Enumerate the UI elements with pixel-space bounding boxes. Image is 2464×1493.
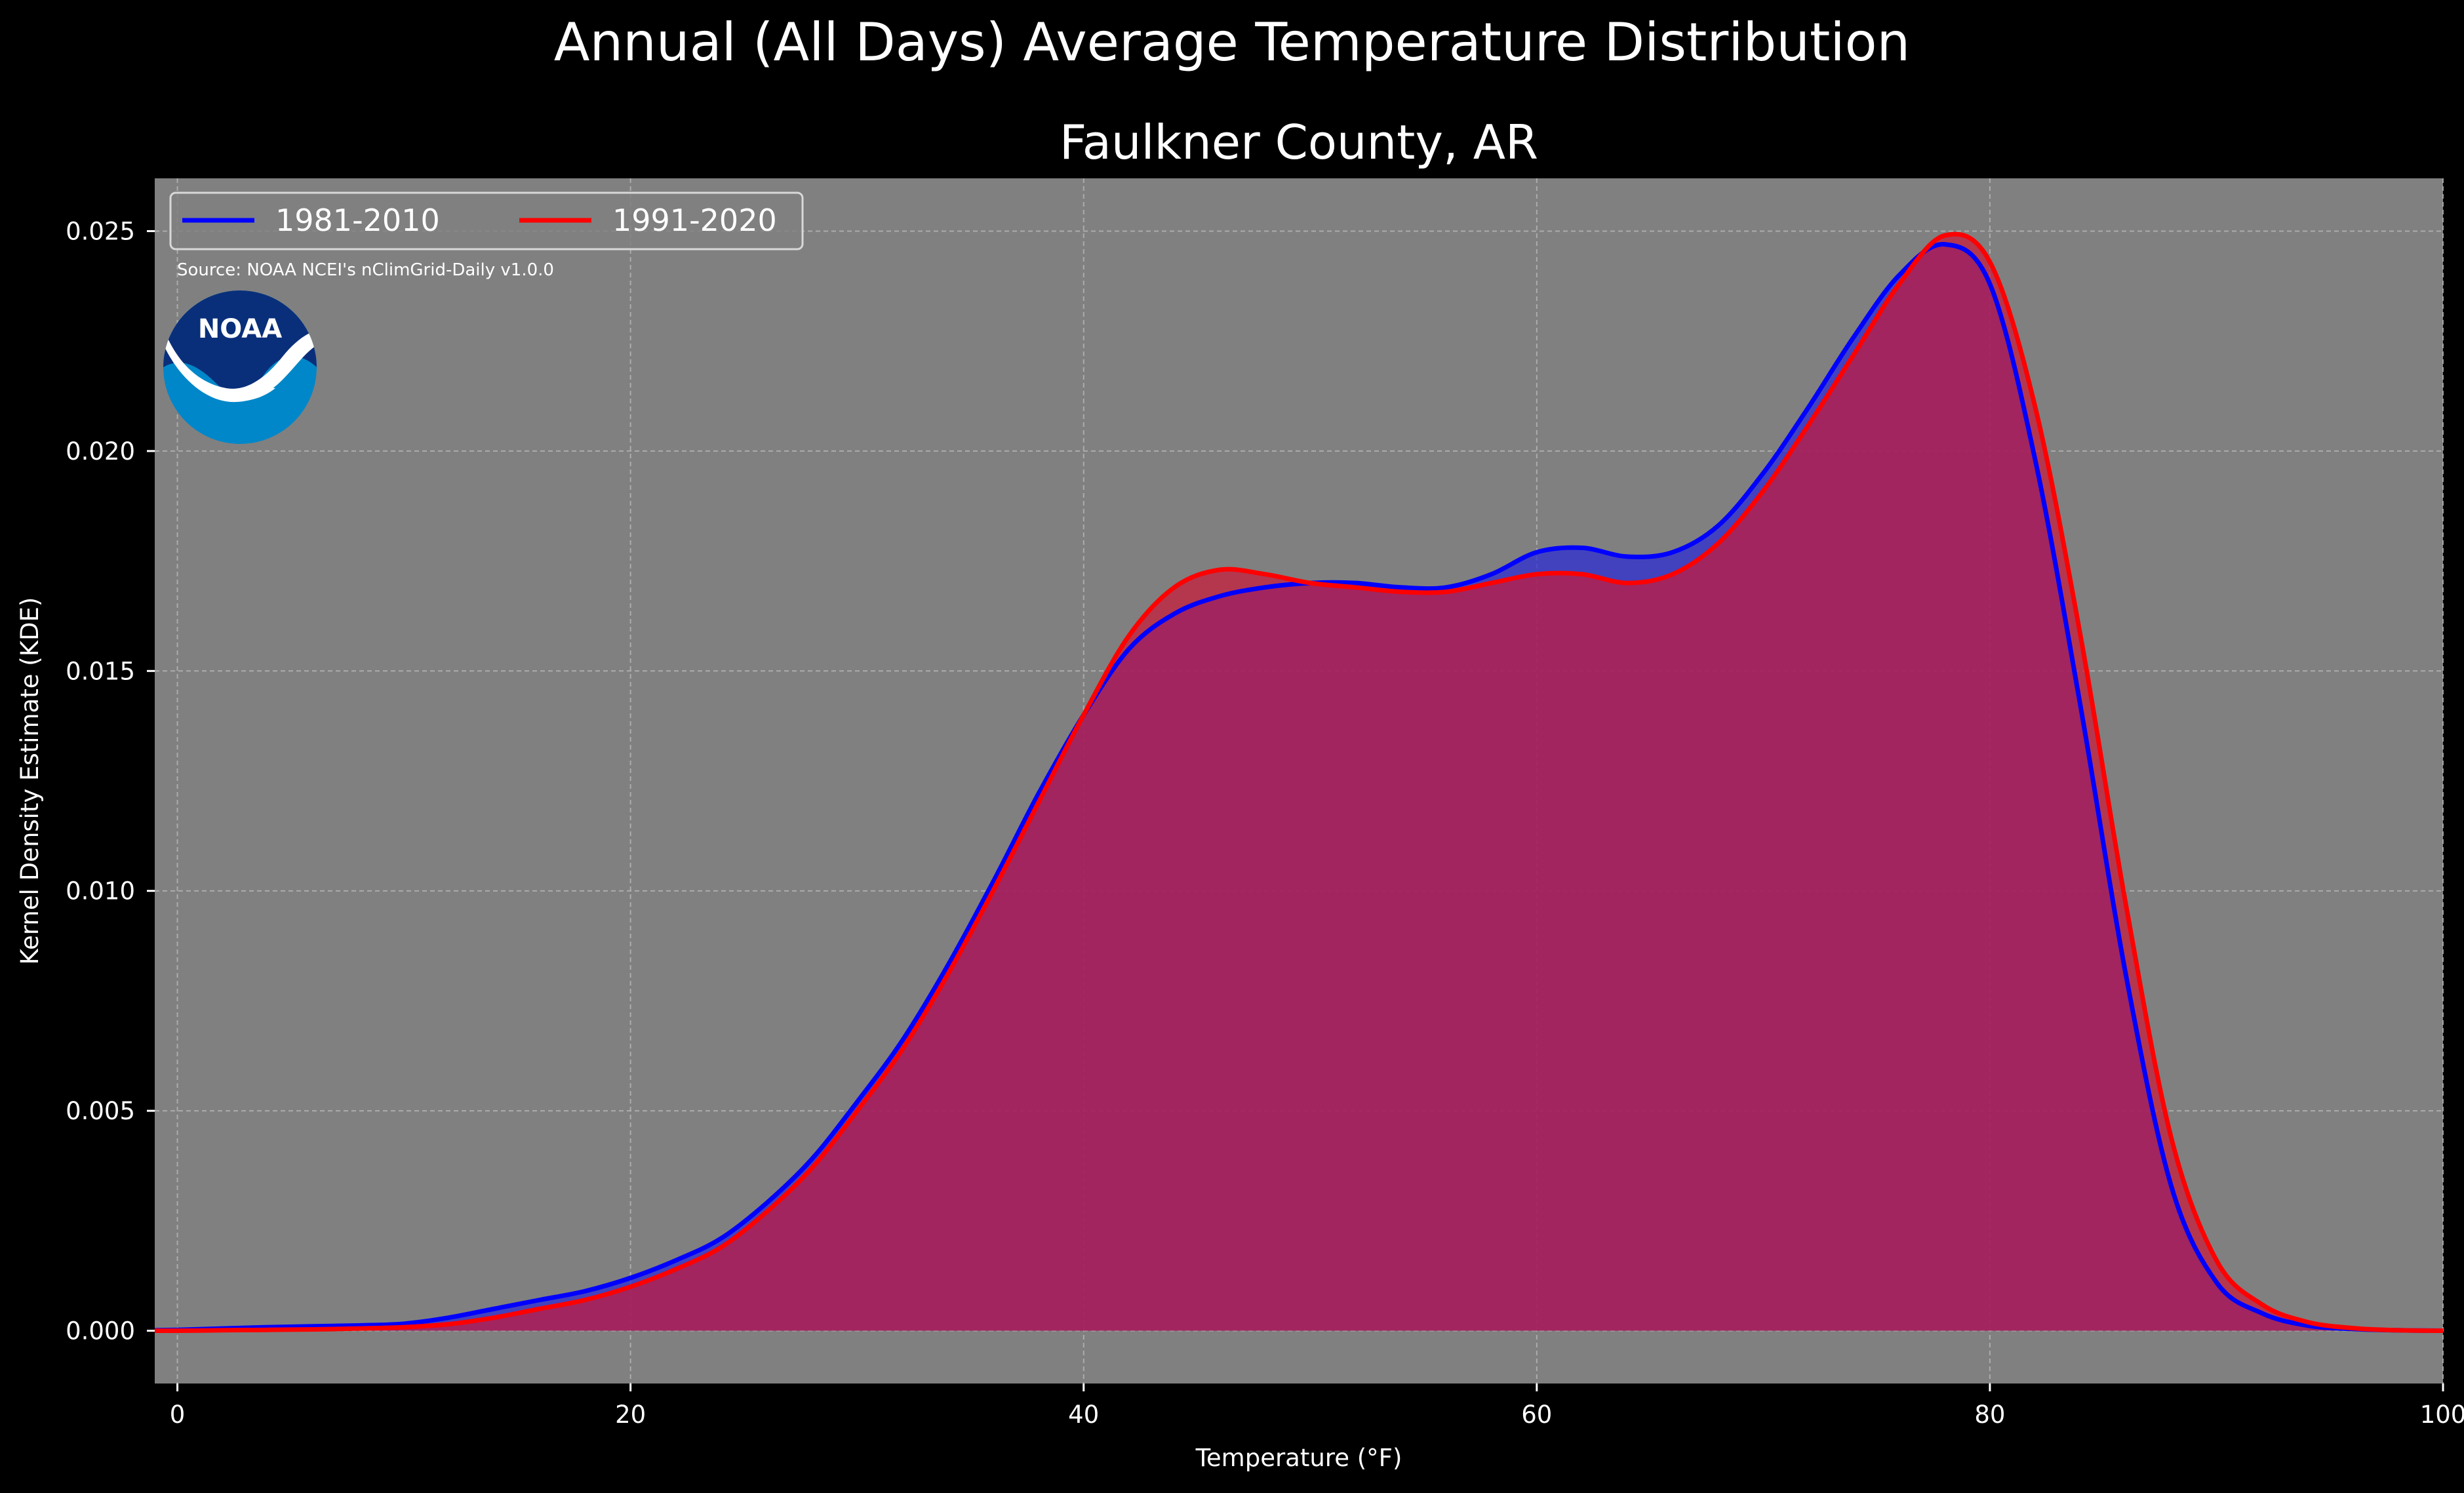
legend: 1981-2010 1991-2020 [169, 191, 804, 250]
x-tick-label: 100 [2420, 1401, 2464, 1429]
density-line-1991-2020 [154, 231, 2444, 1334]
density-fills [155, 233, 2443, 1331]
y-tick-label: 0.025 [66, 217, 135, 245]
legend-label-1991-2020: 1991-2020 [612, 203, 777, 238]
x-axis-label: Temperature (°F) [1195, 1444, 1402, 1472]
x-tick-label: 20 [615, 1401, 646, 1429]
y-tick-label: 0.015 [66, 657, 135, 685]
chart-title: Annual (All Days) Average Temperature Di… [554, 12, 1910, 73]
source-note: Source: NOAA NCEI's nClimGrid-Daily v1.0… [177, 260, 554, 280]
axis-ticks: 0 20 40 60 80 100 0.000 0.005 0.010 0.015 0.020 0.0… [66, 217, 2464, 1429]
density-fill-1991-2020 [155, 233, 2443, 1331]
y-tick-label: 0.010 [66, 877, 135, 906]
legend-box [169, 191, 804, 250]
y-axis-label: Kernel Density Estimate (KDE) [16, 597, 44, 965]
chart-subtitle: Faulkner County, AR [1060, 115, 1538, 170]
density-line-1981-2010 [154, 242, 2444, 1333]
noaa-logo: NOAA [163, 290, 317, 444]
density-lines [154, 231, 2444, 1334]
noaa-logo-text: NOAA [198, 314, 282, 344]
y-tick-label: 0.020 [66, 437, 135, 466]
x-tick-label: 60 [1521, 1401, 1552, 1429]
x-tick-label: 0 [170, 1401, 186, 1429]
y-tick-label: 0.000 [66, 1317, 135, 1345]
x-tick-label: 80 [1974, 1401, 2005, 1429]
x-tick-label: 40 [1068, 1401, 1099, 1429]
legend-label-1981-2010: 1981-2010 [275, 203, 440, 238]
y-tick-label: 0.005 [66, 1097, 135, 1125]
